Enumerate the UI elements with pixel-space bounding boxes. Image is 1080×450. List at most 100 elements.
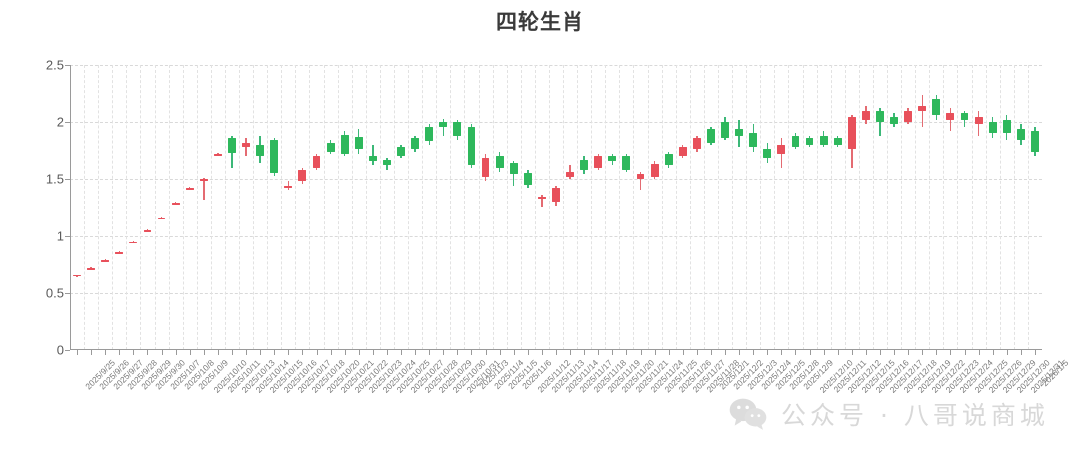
x-tick-mark	[246, 350, 248, 355]
candle-body	[340, 134, 349, 154]
gridline-vertical	[379, 65, 381, 350]
x-tick-mark	[386, 350, 388, 355]
candle-body	[847, 117, 856, 150]
candle	[171, 65, 180, 350]
candle-body	[819, 135, 828, 145]
gridline-vertical	[675, 65, 677, 350]
page-title: 四轮生肖	[496, 11, 584, 34]
candle-body	[692, 137, 701, 150]
candle	[115, 65, 124, 350]
x-tick-mark	[302, 350, 304, 355]
gridline-vertical	[957, 65, 959, 350]
candle-body	[284, 185, 293, 189]
gridline-vertical	[619, 65, 621, 350]
candle	[509, 65, 518, 350]
candle-body	[904, 110, 913, 122]
candle-wick	[949, 108, 952, 132]
gridline-vertical	[281, 65, 283, 350]
candle-wick	[372, 144, 374, 166]
gridline-vertical	[239, 65, 241, 350]
candle-body	[87, 267, 96, 270]
gridline-vertical	[309, 65, 311, 350]
candle-wick	[90, 266, 92, 270]
gridline-vertical	[140, 65, 142, 350]
candle	[354, 65, 363, 350]
gridline-vertical	[774, 65, 776, 350]
candle-body	[397, 147, 405, 157]
x-tick-mark	[654, 350, 656, 355]
x-tick-mark	[964, 350, 966, 355]
y-axis-label: 2.5	[45, 57, 64, 73]
candle	[453, 65, 462, 350]
candle-body	[833, 137, 842, 145]
x-tick-mark	[936, 350, 938, 355]
plot-area: 0 0.5 1 1.5 2 2.5	[46, 58, 1042, 358]
candle	[1016, 65, 1025, 350]
gridline-vertical	[84, 65, 86, 350]
y-axis-label: 1	[56, 228, 64, 244]
candle-body	[453, 122, 462, 136]
candle	[242, 65, 251, 350]
candle-body	[439, 122, 448, 127]
candle-body	[594, 156, 603, 168]
candle-body	[270, 140, 279, 174]
y-axis-label: 0	[56, 342, 64, 358]
candle-wick	[541, 194, 543, 208]
gridline-vertical	[732, 65, 734, 350]
candle	[467, 65, 476, 350]
x-tick-mark	[401, 350, 403, 355]
candle	[988, 65, 997, 350]
x-tick-mark	[823, 350, 825, 355]
gridline-vertical	[605, 65, 607, 350]
candle-wick	[104, 258, 106, 262]
y-tick-mark	[65, 350, 70, 351]
candle	[129, 65, 138, 350]
x-tick-mark	[837, 350, 839, 355]
candle	[368, 65, 377, 350]
candle	[523, 65, 532, 350]
candle-body	[1002, 119, 1011, 134]
x-tick-mark	[119, 350, 121, 355]
candle	[270, 65, 279, 350]
gridline-horizontal	[70, 122, 1042, 123]
candle-body	[383, 159, 391, 166]
candle	[495, 65, 504, 350]
gridline-vertical	[98, 65, 100, 350]
gridline-vertical	[224, 65, 226, 350]
candle	[608, 65, 617, 350]
candle-body	[199, 179, 208, 181]
candle-body	[636, 174, 645, 179]
gridline-vertical	[760, 65, 762, 350]
gridline-vertical	[196, 65, 198, 350]
candle	[946, 65, 955, 350]
candle-body	[650, 164, 659, 177]
x-tick-mark	[358, 350, 360, 355]
candle	[974, 65, 983, 350]
gridline-vertical	[872, 65, 874, 350]
gridline-vertical	[887, 65, 889, 350]
gridline-vertical	[464, 65, 466, 350]
gridline-vertical	[548, 65, 550, 350]
candle	[890, 65, 899, 350]
candle	[326, 65, 335, 350]
candle-wick	[160, 216, 163, 219]
x-tick-mark	[626, 350, 628, 355]
x-tick-mark	[457, 350, 459, 355]
x-tick-mark	[330, 350, 332, 355]
candle-wick	[442, 118, 444, 136]
gridline-vertical	[126, 65, 128, 350]
candle	[735, 65, 744, 350]
candle-body	[721, 122, 729, 138]
x-tick-mark	[922, 350, 924, 355]
candle-body	[552, 188, 560, 202]
x-tick-mark	[992, 350, 994, 355]
x-tick-mark	[978, 350, 980, 355]
gridline-vertical	[365, 65, 367, 350]
candle-body	[974, 117, 983, 125]
y-tick-mark	[65, 236, 70, 237]
candle	[650, 65, 659, 350]
candle-body	[354, 136, 363, 150]
candle-wick	[217, 152, 219, 156]
candle-body	[988, 122, 997, 134]
